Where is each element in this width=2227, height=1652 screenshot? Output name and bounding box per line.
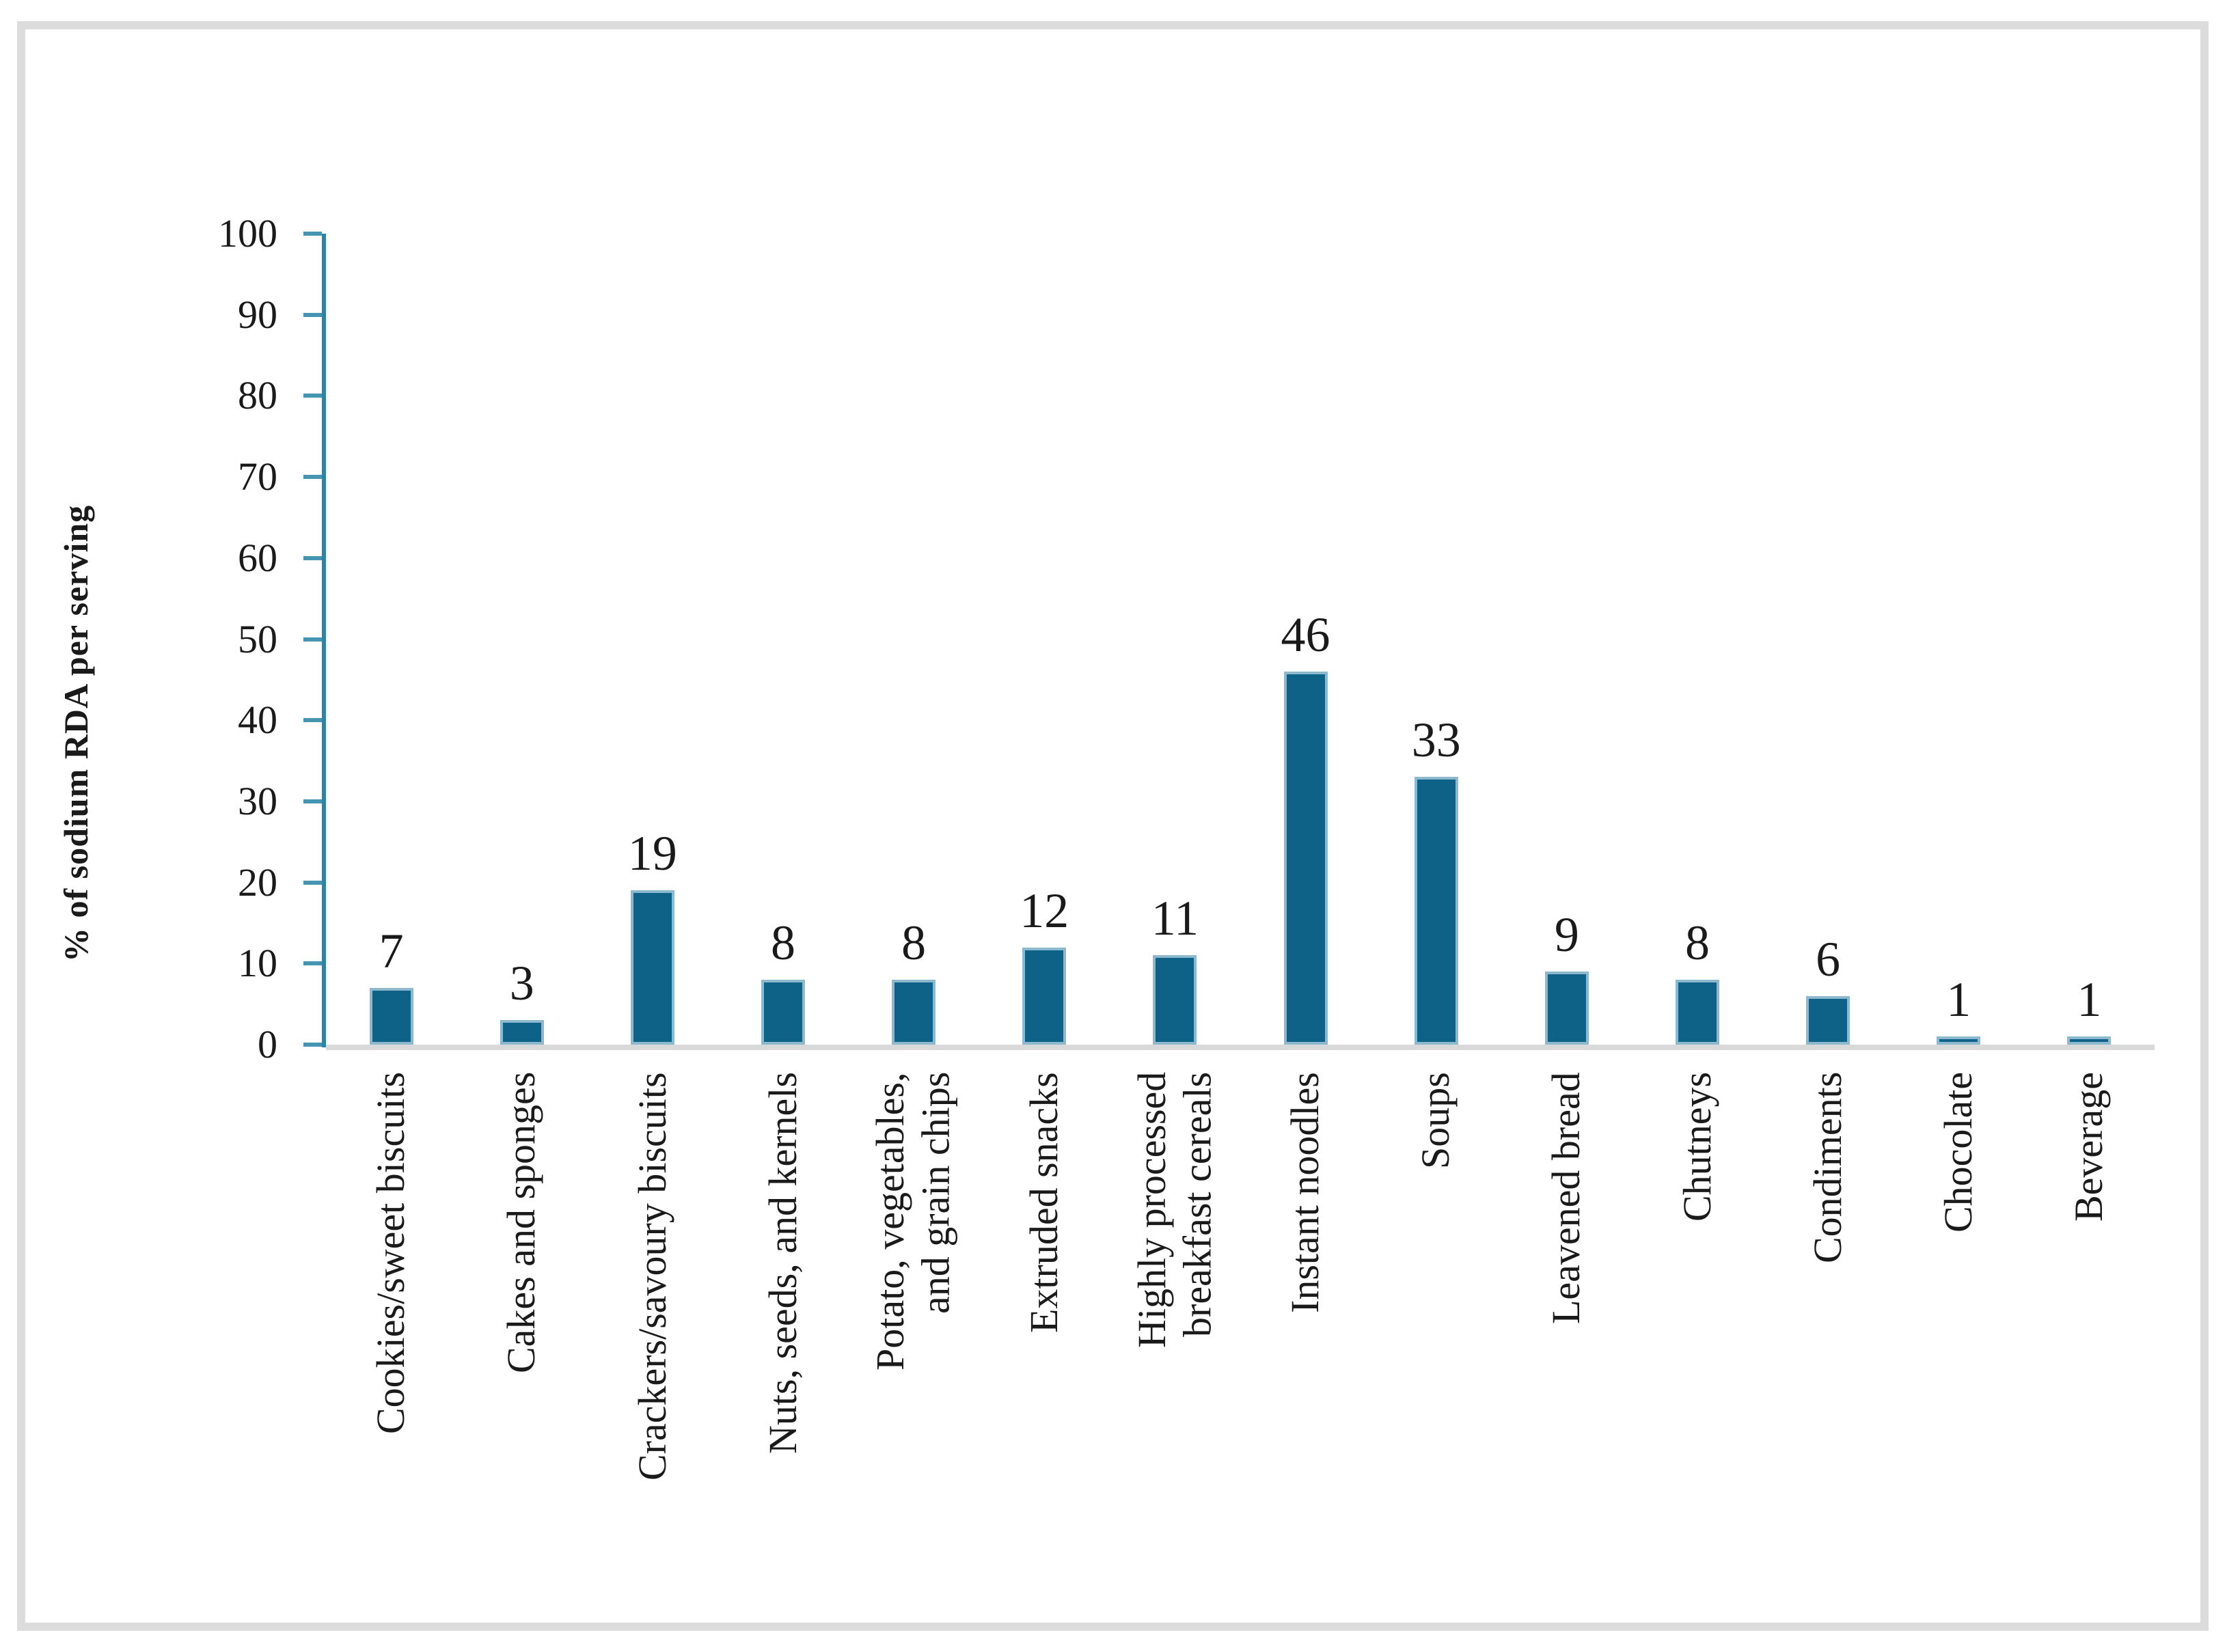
- y-axis-tick-label: 10: [238, 941, 277, 986]
- bar-container: [1110, 234, 1240, 1045]
- bar: [1806, 996, 1850, 1045]
- bar-container: [1632, 234, 1762, 1045]
- y-axis-tick-label: 80: [238, 373, 277, 418]
- bar-container: [456, 234, 587, 1045]
- y-axis-tick: [303, 1043, 322, 1047]
- y-axis-tick: [303, 232, 322, 236]
- bar: [892, 980, 936, 1045]
- bar: [1675, 980, 1719, 1045]
- x-axis-category-label: Nuts, seeds, and kernels: [760, 1072, 805, 1454]
- bar-slot: 11 Highly processed breakfast cereals: [1110, 234, 1240, 1600]
- bar: [500, 1020, 544, 1045]
- x-axis-category-label: Extruded snacks: [1021, 1072, 1066, 1333]
- bar-value-label: 6: [1816, 932, 1841, 987]
- bar-value-label: 46: [1281, 607, 1330, 662]
- bar-value-label: 3: [509, 956, 534, 1010]
- bar-slot: 46 Instant noodles: [1240, 234, 1371, 1600]
- x-axis-category-label: Chocolate: [1935, 1072, 1980, 1233]
- bar: [761, 980, 805, 1045]
- x-axis-category-label: Highly processed breakfast cereals: [1129, 1072, 1220, 1349]
- bar-slot: 33 Soups: [1371, 234, 1501, 1600]
- x-axis-category-label: Cookies/sweet biscuits: [368, 1072, 413, 1435]
- bar-value-label: 12: [1020, 883, 1069, 938]
- bar-slot: 7 Cookies/sweet biscuits: [326, 234, 456, 1600]
- bar-container: [587, 234, 718, 1045]
- y-axis-tick: [303, 475, 322, 480]
- y-axis-tick: [303, 555, 322, 560]
- bar-slot: 6 Condiments: [1763, 234, 1894, 1600]
- bar-value-label: 7: [379, 924, 404, 978]
- bar-value-label: 11: [1151, 891, 1199, 946]
- y-axis-tick-label: 90: [238, 292, 277, 337]
- bar-container: [2024, 234, 2155, 1045]
- y-axis-tick-label: 60: [238, 535, 277, 580]
- bar-value-label: 19: [627, 826, 677, 881]
- bar: [1283, 672, 1328, 1045]
- x-axis-category-label: Leavened bread: [1544, 1072, 1589, 1324]
- bar-value-label: 8: [1684, 916, 1710, 970]
- bar-value-label: 1: [1946, 972, 1971, 1027]
- y-axis-tick-label: 50: [238, 616, 277, 661]
- bar-container: [1763, 234, 1894, 1045]
- plot-area: 7 Cookies/sweet biscuits 3 Cakes and sponge…: [326, 234, 2155, 1600]
- bar: [630, 890, 674, 1045]
- bar-slot: 8 Nuts, seeds, and kernels: [718, 234, 848, 1600]
- y-axis-tick: [303, 961, 322, 966]
- bar-container: [979, 234, 1110, 1045]
- x-axis-category-label: Condiments: [1805, 1072, 1850, 1264]
- bar-slot: 1 Beverage: [2024, 234, 2155, 1600]
- x-axis-category-label: Instant noodles: [1283, 1072, 1328, 1313]
- bar: [1937, 1036, 1981, 1045]
- bar: [1414, 777, 1458, 1045]
- y-axis-tick-label: 40: [238, 698, 277, 743]
- x-axis-category-label: Crackers/savoury biscuits: [629, 1072, 674, 1481]
- x-axis-category-label: Beverage: [2066, 1072, 2112, 1222]
- bar-container: [326, 234, 456, 1045]
- bar: [1022, 948, 1067, 1045]
- x-axis-line: [326, 1045, 2155, 1050]
- y-axis-tick: [303, 799, 322, 803]
- bar-slot: 3 Cakes and sponges: [456, 234, 587, 1600]
- y-axis-tick-label: 70: [238, 454, 277, 499]
- bar-value-label: 33: [1411, 713, 1461, 767]
- y-axis-tick: [303, 637, 322, 642]
- bar-value-label: 9: [1554, 907, 1579, 962]
- x-axis-category-label: Soups: [1413, 1072, 1458, 1169]
- bar: [2067, 1036, 2112, 1045]
- y-axis-tick: [303, 718, 322, 723]
- y-axis-tick-label: 30: [238, 778, 277, 823]
- bar-value-label: 1: [2077, 972, 2102, 1027]
- bar-slot: 8 Chutneys: [1632, 234, 1762, 1600]
- y-axis-title: % of sodium RDA per serving: [57, 504, 95, 962]
- x-axis-category-label: Cakes and sponges: [499, 1072, 544, 1374]
- x-axis-label-container: Beverage: [2010, 1072, 2168, 1625]
- bar-slot: 9 Leavened bread: [1501, 234, 1632, 1600]
- bar: [1544, 972, 1589, 1045]
- bar-container: [1371, 234, 1501, 1045]
- y-axis-line: [322, 234, 326, 1047]
- y-axis-tick-label: 100: [218, 211, 277, 256]
- y-axis-tick: [303, 394, 322, 398]
- bar: [1153, 955, 1197, 1045]
- bar-slot: 12 Extruded snacks: [979, 234, 1110, 1600]
- bar-slot: 1 Chocolate: [1894, 234, 2024, 1600]
- bar-container: [1894, 234, 2024, 1045]
- x-axis-category-label: Potato, vegetables, and grain chips: [868, 1072, 959, 1371]
- y-axis-tick: [303, 312, 322, 317]
- y-axis-tick-label: 0: [258, 1022, 277, 1066]
- bar-slot: 19 Crackers/savoury biscuits: [587, 234, 718, 1600]
- bar-slot: 8 Potato, vegetables, and grain chips: [849, 234, 979, 1600]
- bar-container: [849, 234, 979, 1045]
- y-axis-tick-label: 20: [238, 859, 277, 905]
- figure-border: [17, 21, 2209, 1631]
- bar-container: [1240, 234, 1371, 1045]
- bar: [369, 988, 413, 1045]
- bar-container: [718, 234, 848, 1045]
- x-axis-category-label: Chutneys: [1674, 1072, 1719, 1222]
- bar-container: [1501, 234, 1632, 1045]
- bar-value-label: 8: [901, 916, 927, 970]
- y-axis-tick: [303, 880, 322, 885]
- bar-value-label: 8: [770, 916, 795, 970]
